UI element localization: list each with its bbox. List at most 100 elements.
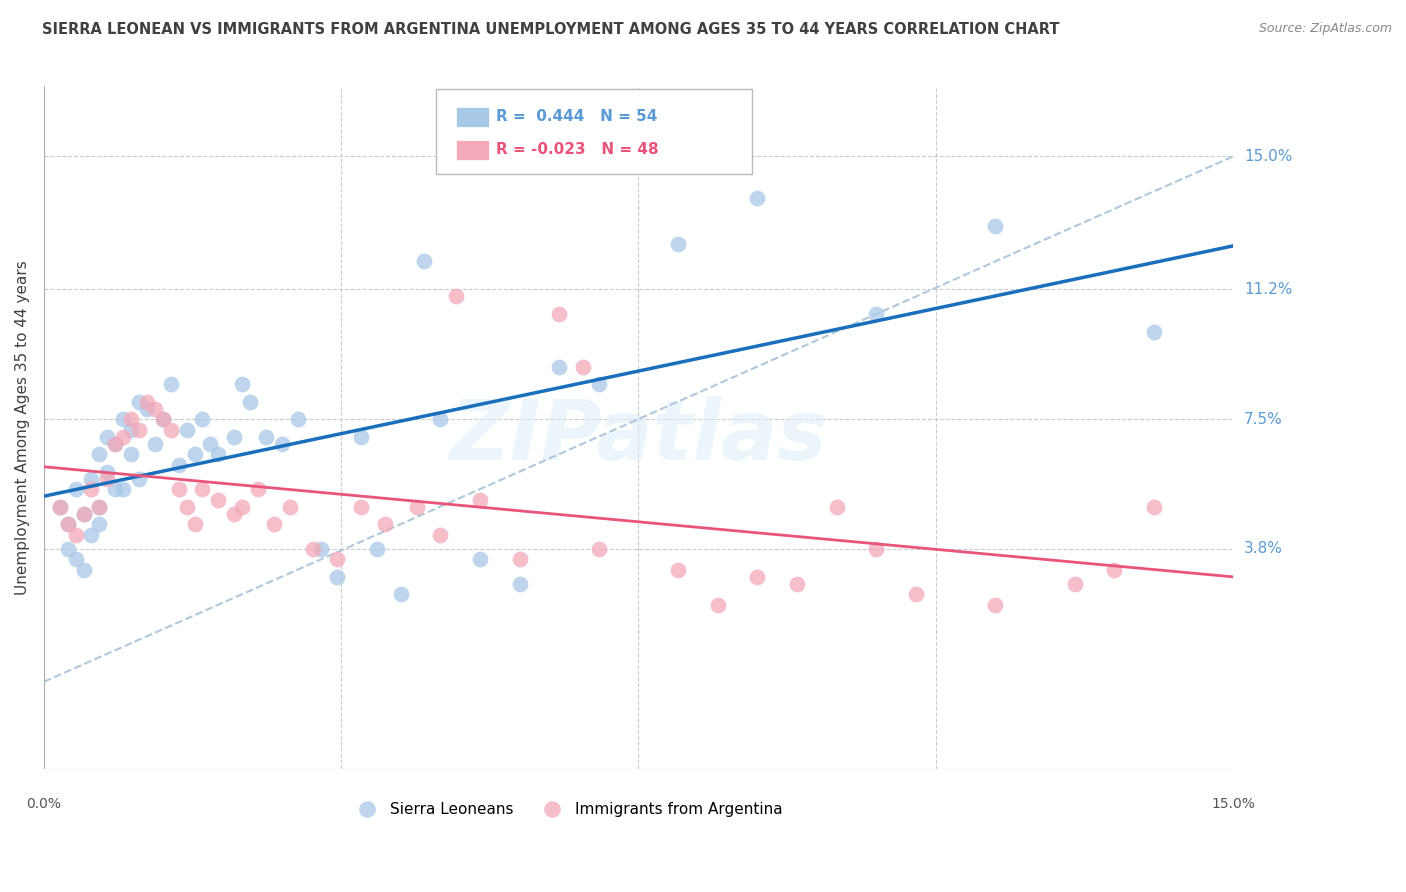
Point bbox=[80, 527, 103, 541]
Text: R =  0.444   N = 54: R = 0.444 N = 54 bbox=[496, 110, 658, 124]
Point bbox=[263, 517, 285, 532]
Point bbox=[246, 482, 269, 496]
Point bbox=[80, 472, 103, 486]
Y-axis label: Unemployment Among Ages 35 to 44 years: Unemployment Among Ages 35 to 44 years bbox=[15, 260, 30, 595]
Point bbox=[48, 500, 70, 514]
Point bbox=[374, 517, 396, 532]
Point bbox=[152, 412, 174, 426]
Point bbox=[89, 517, 111, 532]
Text: 3.8%: 3.8% bbox=[1244, 541, 1284, 556]
Point bbox=[143, 401, 166, 416]
Point bbox=[191, 482, 214, 496]
Point bbox=[65, 482, 87, 496]
Point bbox=[509, 576, 531, 591]
Point bbox=[984, 598, 1007, 612]
Point bbox=[72, 563, 94, 577]
Point bbox=[143, 436, 166, 450]
Point bbox=[1063, 576, 1085, 591]
Point bbox=[231, 500, 253, 514]
Point bbox=[865, 307, 887, 321]
Point bbox=[588, 377, 610, 392]
Text: 7.5%: 7.5% bbox=[1244, 411, 1282, 426]
Point bbox=[167, 482, 190, 496]
Point bbox=[104, 436, 127, 450]
Point bbox=[159, 423, 181, 437]
Point bbox=[167, 458, 190, 472]
Point bbox=[311, 541, 333, 556]
Point bbox=[183, 517, 205, 532]
Point bbox=[48, 500, 70, 514]
Text: 15.0%: 15.0% bbox=[1211, 797, 1256, 811]
Point bbox=[666, 563, 689, 577]
Point bbox=[112, 482, 135, 496]
Text: 11.2%: 11.2% bbox=[1244, 282, 1292, 297]
Point bbox=[509, 552, 531, 566]
Point bbox=[183, 447, 205, 461]
Point bbox=[548, 307, 571, 321]
Point bbox=[128, 423, 150, 437]
Point bbox=[666, 237, 689, 252]
Point bbox=[191, 412, 214, 426]
Point bbox=[444, 289, 467, 303]
Point bbox=[326, 552, 349, 566]
Point bbox=[207, 492, 229, 507]
Point bbox=[136, 394, 159, 409]
Point bbox=[128, 394, 150, 409]
Point bbox=[270, 436, 292, 450]
Point bbox=[747, 191, 769, 205]
Text: Source: ZipAtlas.com: Source: ZipAtlas.com bbox=[1258, 22, 1392, 36]
Point bbox=[224, 507, 246, 521]
Point bbox=[200, 436, 222, 450]
Point bbox=[548, 359, 571, 374]
Point bbox=[429, 412, 451, 426]
Legend: Sierra Leoneans, Immigrants from Argentina: Sierra Leoneans, Immigrants from Argenti… bbox=[346, 796, 789, 823]
Point bbox=[112, 429, 135, 443]
Point bbox=[904, 587, 927, 601]
Point bbox=[159, 377, 181, 392]
Text: R = -0.023   N = 48: R = -0.023 N = 48 bbox=[496, 143, 659, 157]
Point bbox=[231, 377, 253, 392]
Point bbox=[239, 394, 262, 409]
Point bbox=[865, 541, 887, 556]
Point bbox=[89, 500, 111, 514]
Point bbox=[350, 429, 373, 443]
Point bbox=[65, 552, 87, 566]
Point bbox=[350, 500, 373, 514]
Text: SIERRA LEONEAN VS IMMIGRANTS FROM ARGENTINA UNEMPLOYMENT AMONG AGES 35 TO 44 YEA: SIERRA LEONEAN VS IMMIGRANTS FROM ARGENT… bbox=[42, 22, 1060, 37]
Point bbox=[1102, 563, 1125, 577]
Point bbox=[468, 552, 491, 566]
Point bbox=[1143, 500, 1166, 514]
Point bbox=[112, 412, 135, 426]
Point bbox=[176, 423, 198, 437]
Point bbox=[572, 359, 595, 374]
Point bbox=[468, 492, 491, 507]
Point bbox=[72, 507, 94, 521]
Point bbox=[984, 219, 1007, 234]
Point bbox=[56, 541, 79, 556]
Point bbox=[72, 507, 94, 521]
Point bbox=[65, 527, 87, 541]
Point bbox=[89, 447, 111, 461]
Point bbox=[136, 401, 159, 416]
Point bbox=[120, 423, 142, 437]
Point bbox=[152, 412, 174, 426]
Point bbox=[786, 576, 808, 591]
Point bbox=[89, 500, 111, 514]
Point bbox=[80, 482, 103, 496]
Point bbox=[389, 587, 412, 601]
Point bbox=[120, 412, 142, 426]
Point bbox=[120, 447, 142, 461]
Point bbox=[405, 500, 427, 514]
Point bbox=[747, 570, 769, 584]
Text: 0.0%: 0.0% bbox=[27, 797, 62, 811]
Point bbox=[1143, 325, 1166, 339]
Point bbox=[302, 541, 325, 556]
Point bbox=[707, 598, 730, 612]
Point bbox=[429, 527, 451, 541]
Point bbox=[224, 429, 246, 443]
Point bbox=[96, 465, 118, 479]
Point bbox=[207, 447, 229, 461]
Point bbox=[254, 429, 277, 443]
Point bbox=[278, 500, 301, 514]
Point bbox=[56, 517, 79, 532]
